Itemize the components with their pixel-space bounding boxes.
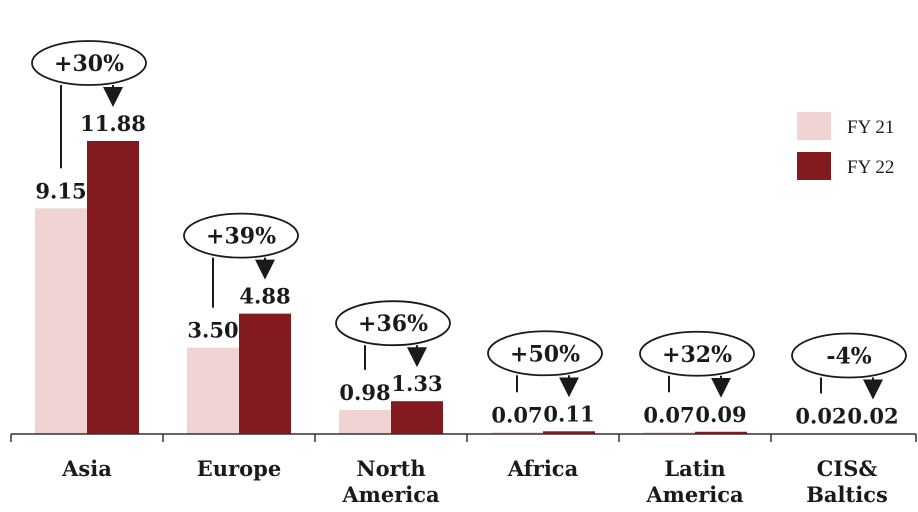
bar-asia-fy-22 [87, 141, 139, 434]
change-label-north-america: +36% [358, 311, 428, 337]
value-label-north-america-fy-21: 0.98 [339, 380, 390, 405]
value-label-cis-baltics-fy-21: 0.02 [795, 404, 846, 429]
change-label-asia: +30% [54, 51, 124, 77]
bar-europe-fy-22 [239, 313, 291, 434]
value-label-latin-america-fy-21: 0.07 [643, 402, 694, 427]
category-label-latin-america-line1: Latin [664, 456, 725, 481]
value-label-africa-fy-22: 0.11 [543, 401, 594, 426]
value-label-europe-fy-22: 4.88 [239, 284, 290, 309]
change-bubble-europe [183, 212, 299, 259]
legend-label-fy-21: FY 21 [847, 117, 894, 138]
change-label-europe: +39% [206, 224, 276, 250]
bar-africa-fy-21 [491, 432, 543, 434]
legend-label-fy-22: FY 22 [847, 157, 894, 178]
legend: FY 21 FY 22 [797, 112, 894, 180]
change-label-latin-america: +32% [662, 342, 732, 368]
bar-asia-fy-21 [35, 208, 87, 434]
change-label-cis-baltics: -4% [826, 344, 871, 370]
category-label-europe: Europe [197, 456, 281, 481]
category-label-cis-baltics-line1: CIS& [817, 456, 878, 481]
change-bubble-north-america [335, 300, 451, 347]
value-label-europe-fy-21: 3.50 [187, 318, 238, 343]
bar-africa-fy-22 [543, 431, 595, 434]
change-bubble-cis-baltics [791, 332, 907, 379]
category-label-north-america-line1: North [356, 456, 425, 481]
category-label-africa: Africa [507, 456, 579, 481]
category-label-asia: Asia [61, 456, 112, 481]
value-label-latin-america-fy-22: 0.09 [695, 402, 746, 427]
bar-latin-america-fy-21 [643, 432, 695, 434]
legend-swatch-fy-22 [797, 152, 831, 180]
value-label-asia-fy-21: 9.15 [35, 178, 86, 203]
bar-north-america-fy-22 [391, 401, 443, 434]
category-label-cis-baltics-line2: Baltics [806, 482, 888, 507]
change-label-africa: +50% [510, 341, 580, 367]
change-bubble-latin-america [639, 330, 755, 377]
value-label-cis-baltics-fy-22: 0.02 [847, 404, 898, 429]
bar-latin-america-fy-22 [695, 431, 747, 434]
legend-swatch-fy-21 [797, 112, 831, 140]
value-label-north-america-fy-22: 1.33 [391, 371, 442, 396]
bar-north-america-fy-21 [339, 409, 391, 434]
change-bubble-asia [31, 40, 147, 86]
value-label-asia-fy-22: 11.88 [80, 111, 146, 136]
value-label-africa-fy-21: 0.07 [491, 402, 542, 427]
category-label-latin-america-line2: America [645, 482, 744, 507]
change-annotations: +30% +39% +36% +50% +32% -4% [31, 40, 907, 400]
category-label-north-america-line2: America [341, 482, 440, 507]
change-bubble-africa [487, 330, 603, 377]
bar-europe-fy-21 [187, 347, 239, 434]
